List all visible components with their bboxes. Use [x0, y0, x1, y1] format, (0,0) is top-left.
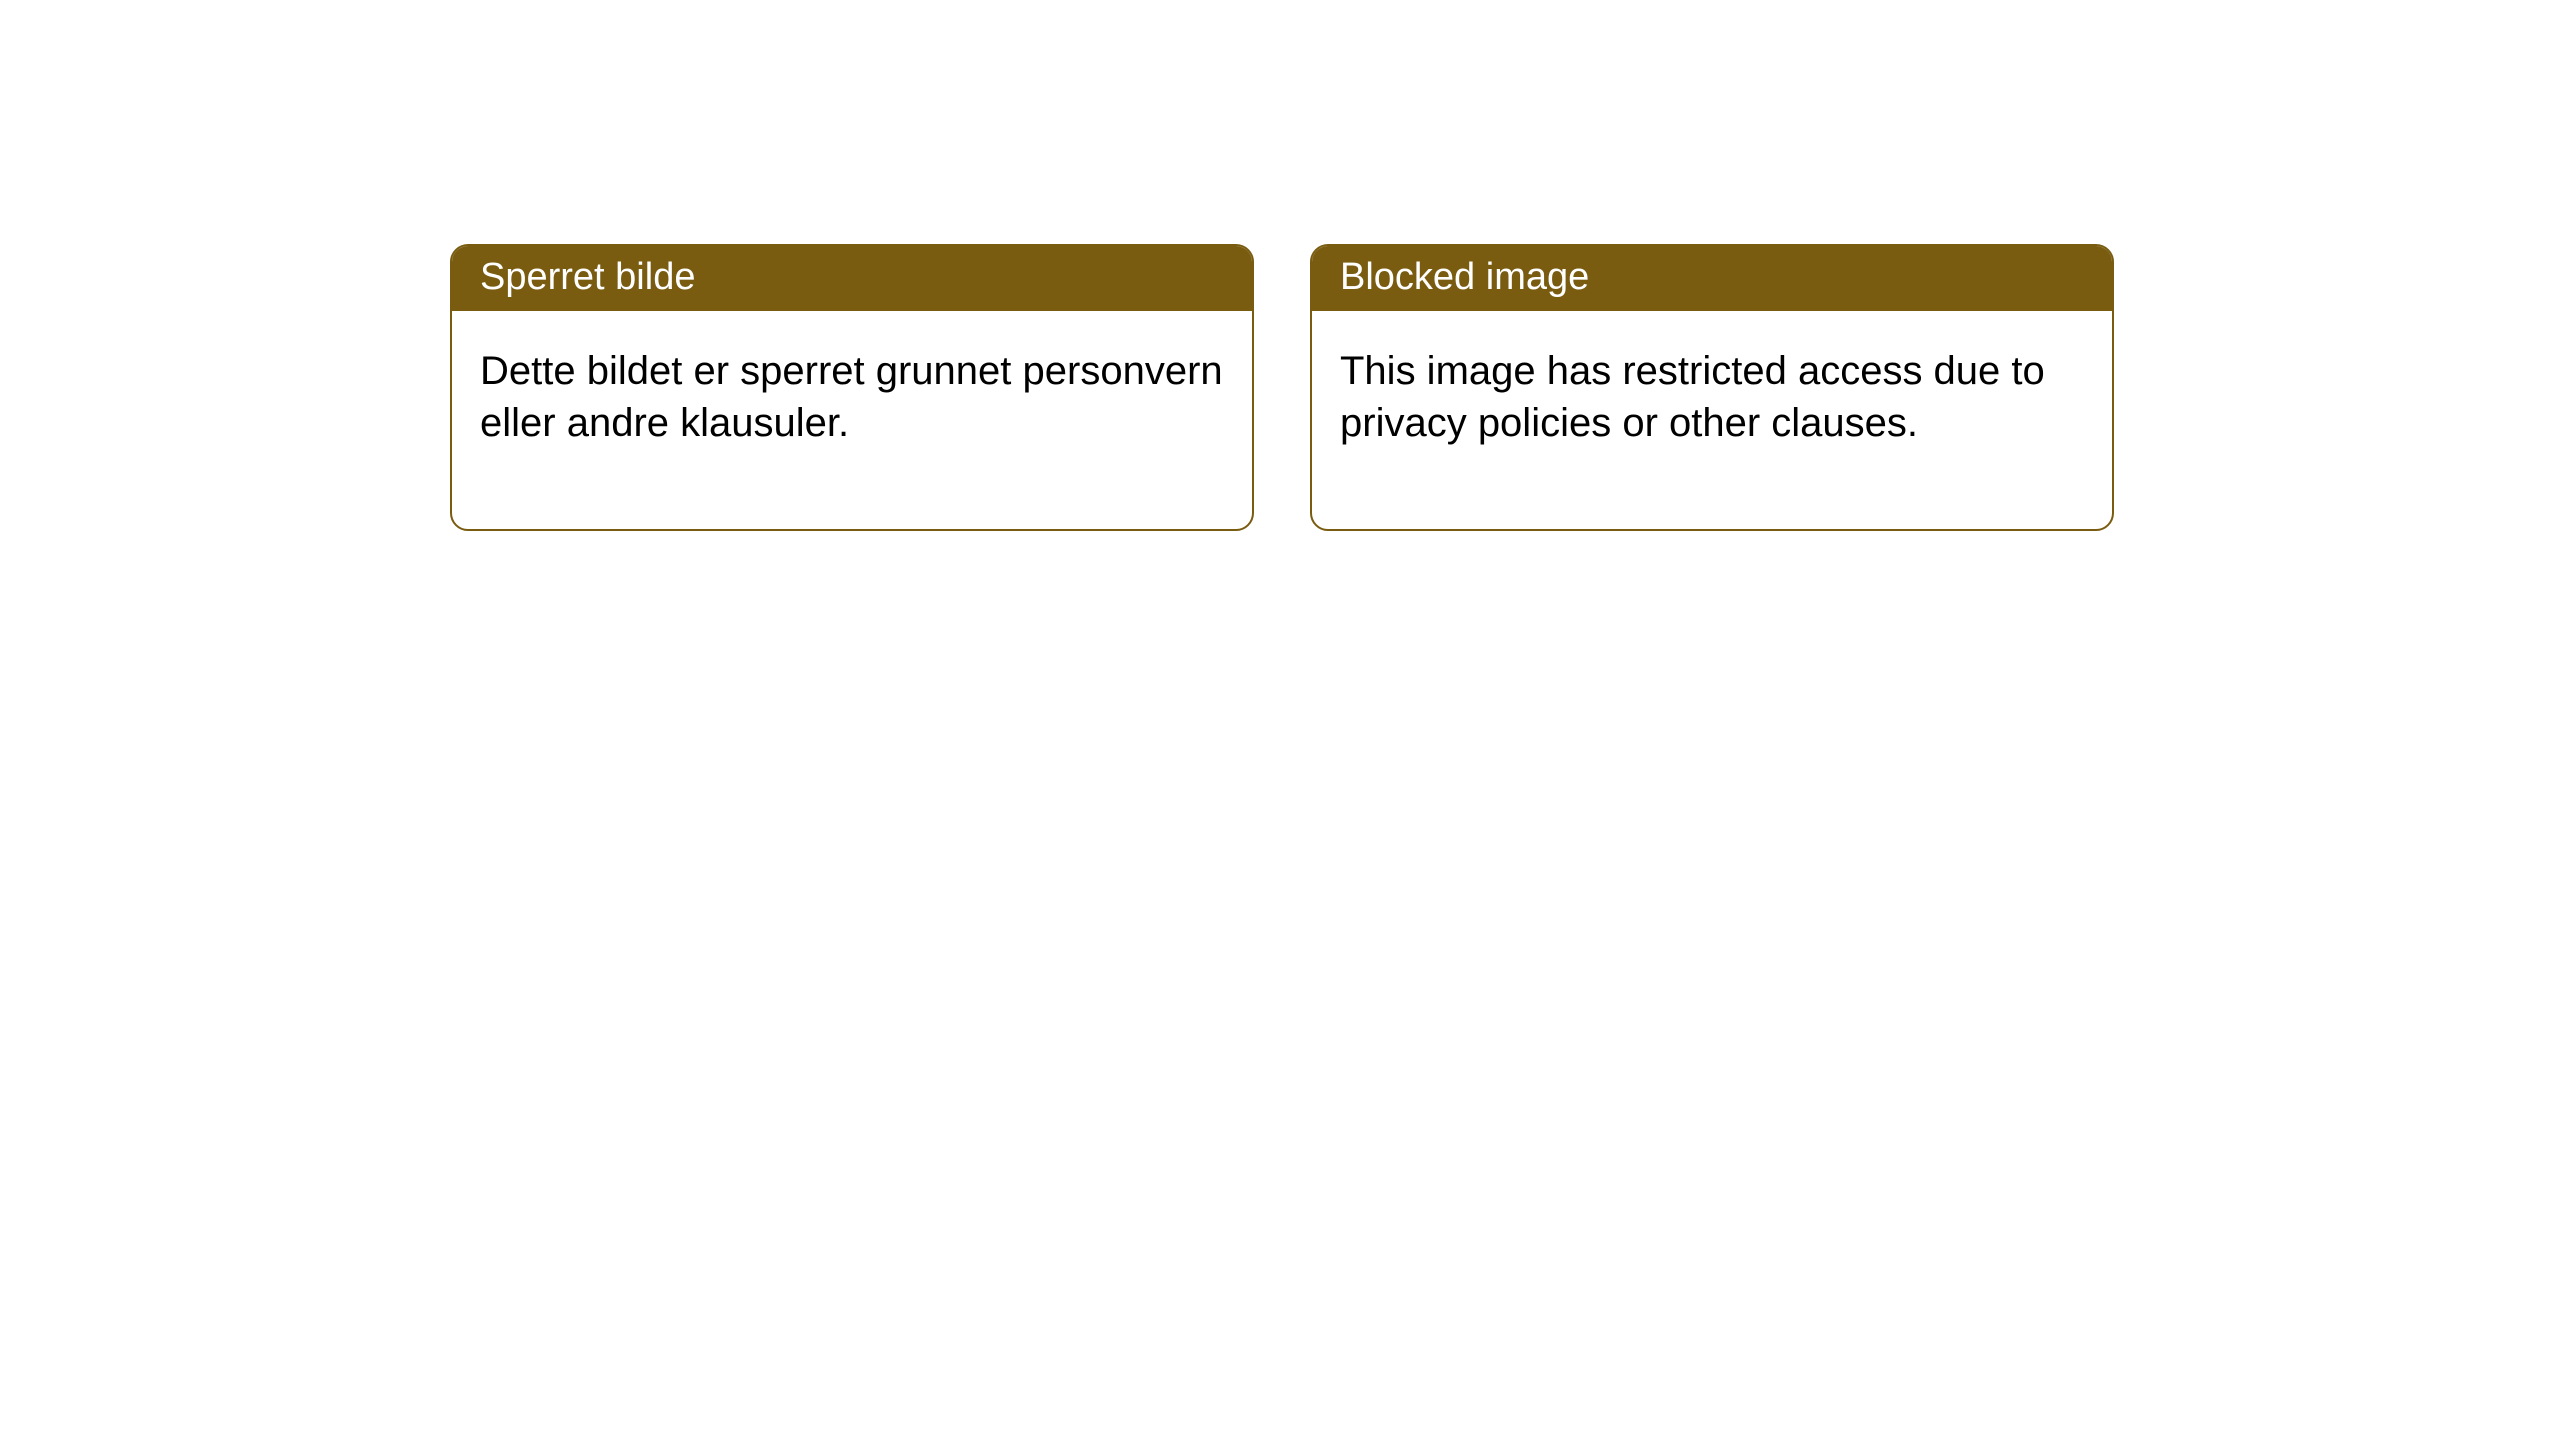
notice-title: Blocked image [1312, 246, 2112, 311]
notice-card-norwegian: Sperret bilde Dette bildet er sperret gr… [450, 244, 1254, 531]
notice-card-english: Blocked image This image has restricted … [1310, 244, 2114, 531]
notice-title: Sperret bilde [452, 246, 1252, 311]
notice-container: Sperret bilde Dette bildet er sperret gr… [450, 244, 2114, 531]
notice-body: Dette bildet er sperret grunnet personve… [452, 311, 1252, 529]
notice-body: This image has restricted access due to … [1312, 311, 2112, 529]
